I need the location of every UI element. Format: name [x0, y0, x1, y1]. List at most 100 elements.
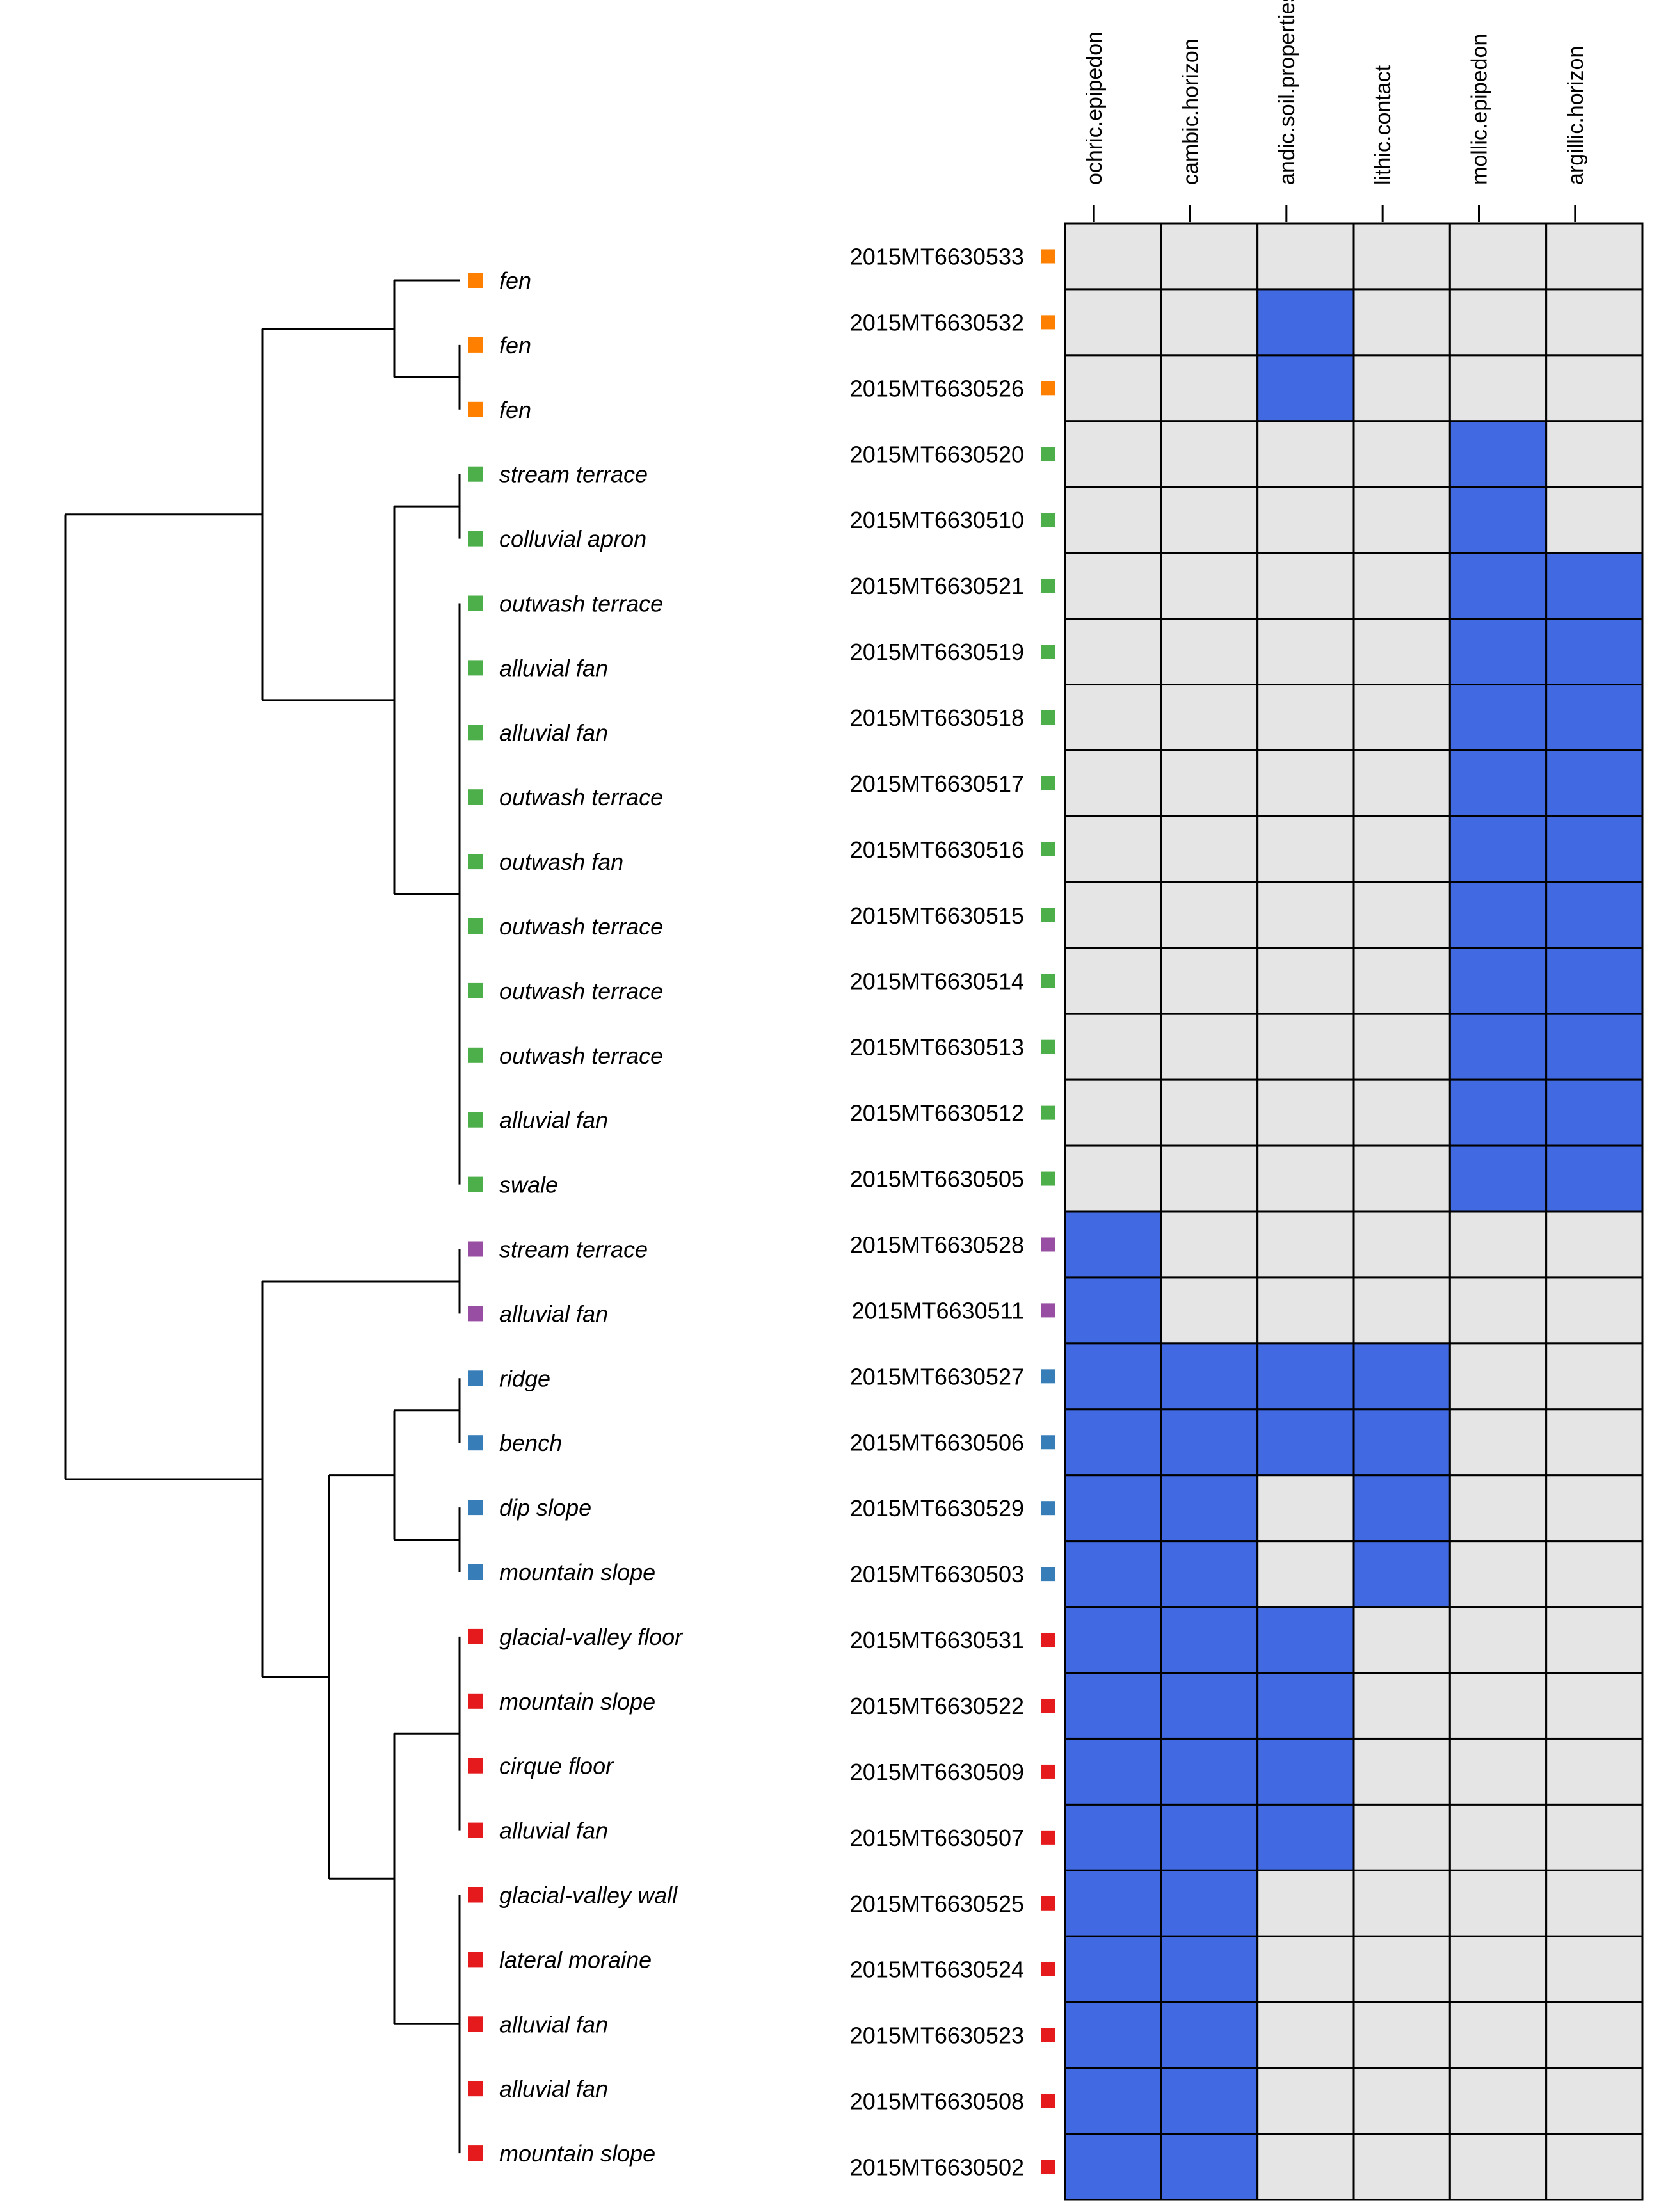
sample-label: 2015MT6630526: [850, 375, 1024, 401]
heatmap-cell: [1545, 749, 1644, 817]
leaf-group-marker: [468, 1435, 483, 1451]
heatmap-cell: [1256, 1276, 1355, 1345]
sample-label: 2015MT6630528: [850, 1231, 1024, 1258]
column-label: cambic.horizon: [1179, 38, 1203, 185]
heatmap-cell: [1352, 618, 1451, 686]
leaf-group-marker: [468, 1564, 483, 1580]
heatmap-cell: [1256, 552, 1355, 620]
heatmap-cell: [1448, 1342, 1548, 1411]
heatmap-cell: [1064, 1210, 1162, 1279]
heatmap-cell: [1352, 1869, 1451, 1937]
heatmap-cell: [1064, 1013, 1162, 1081]
heatmap-cells: [1064, 222, 1644, 2201]
heatmap-cell: [1160, 552, 1259, 620]
heatmap-cell: [1448, 2067, 1548, 2135]
column-labels: ochric.epipedon cambic.horizon andic.soil.…: [1082, 0, 1588, 185]
heatmap-cell: [1064, 1672, 1162, 1740]
heatmap-cell: [1256, 684, 1355, 751]
heatmap-cell: [1545, 881, 1644, 949]
heatmap-cell: [1545, 1342, 1644, 1411]
heatmap-cell: [1352, 354, 1451, 422]
leaf-label: mountain slope: [499, 1688, 655, 1715]
heatmap-cell: [1160, 881, 1259, 949]
sample-label: 2015MT6630505: [850, 1166, 1024, 1192]
heatmap-cell: [1352, 222, 1451, 291]
heatmap-cell: [1352, 1474, 1451, 1543]
heatmap-cell: [1352, 1408, 1451, 1477]
sample-label: 2015MT6630512: [850, 1100, 1024, 1126]
heatmap-cell: [1256, 2133, 1355, 2201]
heatmap-cell: [1545, 2067, 1644, 2135]
sample-label: 2015MT6630518: [850, 705, 1024, 731]
heatmap-cell: [1064, 2133, 1162, 2201]
heatmap-cell: [1160, 354, 1259, 422]
heatmap-cell: [1064, 288, 1162, 357]
heatmap-cell: [1160, 1869, 1259, 1937]
heatmap-cell: [1352, 1803, 1451, 1871]
leaf-group-marker: [468, 2145, 483, 2161]
heatmap-cell: [1064, 1144, 1162, 1213]
heatmap-cell: [1545, 2133, 1644, 2201]
heatmap-cell: [1160, 2001, 1259, 2069]
heatmap-cell: [1352, 1737, 1451, 1806]
heatmap-cell: [1256, 1210, 1355, 1279]
heatmap-cell: [1256, 1474, 1355, 1543]
heatmap-cell: [1448, 684, 1548, 751]
heatmap-cell: [1352, 1606, 1451, 1674]
heatmap-cell: [1256, 420, 1355, 488]
heatmap-cell: [1160, 1540, 1259, 1608]
leaf-group-marker: [468, 982, 483, 998]
sample-label: 2015MT6630520: [850, 441, 1024, 467]
leaf-group-marker: [468, 1822, 483, 1838]
heatmap-cell: [1064, 552, 1162, 620]
sample-label: 2015MT6630525: [850, 1891, 1024, 1917]
sample-label: 2015MT6630533: [850, 243, 1024, 269]
heatmap-cell: [1352, 1276, 1451, 1345]
heatmap-cell: [1448, 947, 1548, 1015]
heatmap-cell: [1256, 1672, 1355, 1740]
leaf-group-marker: [468, 1500, 483, 1516]
leaf-group-marker: [468, 1758, 483, 1774]
sample-group-marker: [1041, 315, 1055, 330]
leaf-group-marker: [468, 1370, 483, 1386]
heatmap-cell: [1064, 1606, 1162, 1674]
leaf-group-marker: [468, 2016, 483, 2032]
heatmap-cell: [1160, 947, 1259, 1015]
heatmap-cell: [1448, 618, 1548, 686]
sample-label: 2015MT6630519: [850, 639, 1024, 665]
heatmap-cell: [1545, 1540, 1644, 1608]
heatmap-cell: [1064, 881, 1162, 949]
sample-group-marker: [1041, 2028, 1055, 2042]
heatmap-cell: [1545, 354, 1644, 422]
heatmap-cell: [1352, 1540, 1451, 1608]
leaf-label: colluvial apron: [499, 526, 646, 552]
heatmap-cell: [1256, 618, 1355, 686]
leaf-group-marker: [468, 1176, 483, 1192]
heatmap-cell: [1448, 1276, 1548, 1345]
sample-group-markers: [1041, 249, 1055, 2174]
sample-group-marker: [1041, 1962, 1055, 1976]
leaf-group-marker: [468, 466, 483, 482]
heatmap-cell: [1448, 2133, 1548, 2201]
heatmap-cell: [1448, 1737, 1548, 1806]
heatmap-cell: [1352, 288, 1451, 357]
heatmap-cell: [1545, 222, 1644, 291]
heatmap-cell: [1160, 1474, 1259, 1543]
heatmap-cell: [1256, 2067, 1355, 2135]
heatmap-cell: [1064, 684, 1162, 751]
sample-group-marker: [1041, 1896, 1055, 1911]
heatmap-cell: [1545, 2001, 1644, 2069]
heatmap-cell: [1160, 486, 1259, 554]
leaf-label: cirque floor: [499, 1753, 614, 1779]
column-label: mollic.epipedon: [1468, 34, 1492, 185]
sample-group-marker: [1041, 1830, 1055, 1845]
leaf-label: ridge: [499, 1365, 550, 1391]
heatmap-cell: [1448, 552, 1548, 620]
heatmap-cell: [1160, 1803, 1259, 1871]
heatmap-cell: [1064, 1408, 1162, 1477]
heatmap-cell: [1160, 1078, 1259, 1147]
leaf-label: outwash terrace: [499, 591, 663, 617]
heatmap-cell: [1160, 288, 1259, 357]
heatmap-cell: [1352, 2001, 1451, 2069]
heatmap-cell: [1256, 881, 1355, 949]
